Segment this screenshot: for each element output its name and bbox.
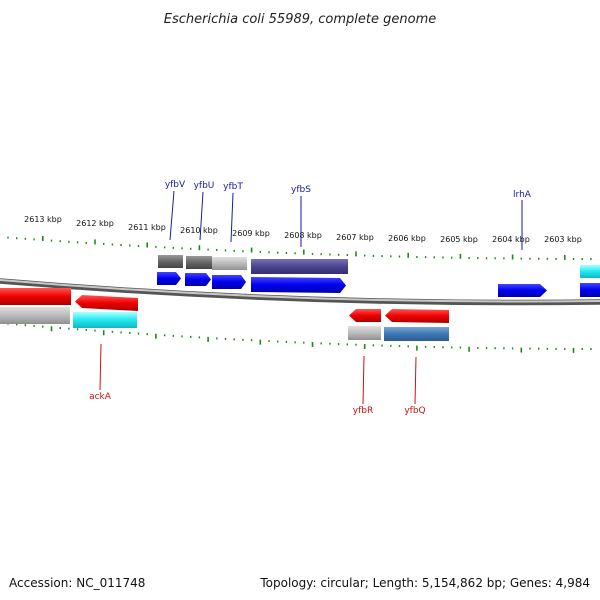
- kbp-label: 2608 kbp: [284, 231, 322, 240]
- gene-arrow-lrhA[interactable]: [498, 284, 547, 297]
- gene-arrow-yfbQ[interactable]: [385, 309, 449, 323]
- gene-label-yfbR[interactable]: yfbR: [353, 406, 373, 416]
- gene-label-yfbS[interactable]: yfbS: [291, 185, 311, 195]
- kbp-label: 2607 kbp: [336, 233, 374, 242]
- gene-arrow-yfbT[interactable]: [212, 275, 246, 289]
- kbp-label: 2609 kbp: [232, 229, 270, 238]
- gene-block[interactable]: [0, 307, 70, 324]
- label-leader: [414, 356, 417, 405]
- forward-gene-label-text: yfbV yfbU yfbT yfbS lrhA: [165, 180, 532, 200]
- gene-label-yfbQ[interactable]: yfbQ: [404, 406, 425, 416]
- kbp-label: 2606 kbp: [388, 234, 426, 243]
- reverse-gene-label-text: ackA yfbR yfbQ: [89, 392, 426, 416]
- kbp-label: 2613 kbp: [24, 215, 62, 224]
- gene-arrow-yfbU[interactable]: [185, 273, 211, 286]
- gene-label-lrhA[interactable]: lrhA: [513, 190, 532, 200]
- gene-block[interactable]: [0, 288, 71, 305]
- gene-block[interactable]: [384, 327, 449, 341]
- gene-block[interactable]: [580, 265, 600, 278]
- label-leader: [199, 191, 204, 241]
- forward-strand-genes: [157, 255, 600, 297]
- gene-arrow-edge[interactable]: [580, 283, 600, 297]
- top-scale-ticks: [7, 236, 592, 260]
- label-leader: [169, 190, 175, 241]
- gene-label-yfbU[interactable]: yfbU: [194, 181, 215, 191]
- reverse-strand-genes: [0, 288, 449, 341]
- kbp-label: 2610 kbp: [180, 226, 218, 235]
- gene-block[interactable]: [73, 312, 137, 328]
- kbp-label: 2604 kbp: [492, 235, 530, 244]
- genome-backbone-highlight: [0, 279, 600, 303]
- kbp-label: 2611 kbp: [128, 223, 166, 232]
- kbp-label: 2605 kbp: [440, 235, 478, 244]
- label-leader: [99, 343, 102, 391]
- accession-text: Accession: NC_011748: [9, 576, 145, 590]
- gene-block[interactable]: [186, 256, 212, 269]
- kbp-label: 2603 kbp: [544, 235, 582, 244]
- kbp-label: 2612 kbp: [76, 219, 114, 228]
- gene-block[interactable]: [348, 326, 381, 340]
- forward-gene-labels: [169, 190, 523, 250]
- gene-label-ackA[interactable]: ackA: [89, 392, 112, 402]
- gene-label-yfbV[interactable]: yfbV: [165, 180, 186, 190]
- genome-summary-text: Topology: circular; Length: 5,154,862 bp…: [259, 576, 590, 590]
- gene-arrow-ackA[interactable]: [75, 295, 138, 311]
- map-title: Escherichia coli 55989, complete genome: [164, 12, 436, 27]
- gene-block[interactable]: [158, 255, 183, 268]
- gene-arrow-yfbV[interactable]: [157, 272, 181, 285]
- label-leader: [362, 355, 365, 405]
- bottom-scale-ticks: [7, 322, 592, 353]
- gene-arrow-yfbR[interactable]: [349, 309, 381, 322]
- reverse-gene-labels: [99, 343, 417, 405]
- label-leader: [230, 192, 234, 243]
- gene-block[interactable]: [251, 259, 348, 274]
- gene-label-yfbT[interactable]: yfbT: [223, 182, 243, 192]
- gene-block[interactable]: [212, 257, 247, 270]
- kbp-scale-labels: 2613 kbp 2612 kbp 2611 kbp 2610 kbp 2609…: [24, 215, 582, 244]
- gene-arrow-yfbS[interactable]: [251, 277, 346, 293]
